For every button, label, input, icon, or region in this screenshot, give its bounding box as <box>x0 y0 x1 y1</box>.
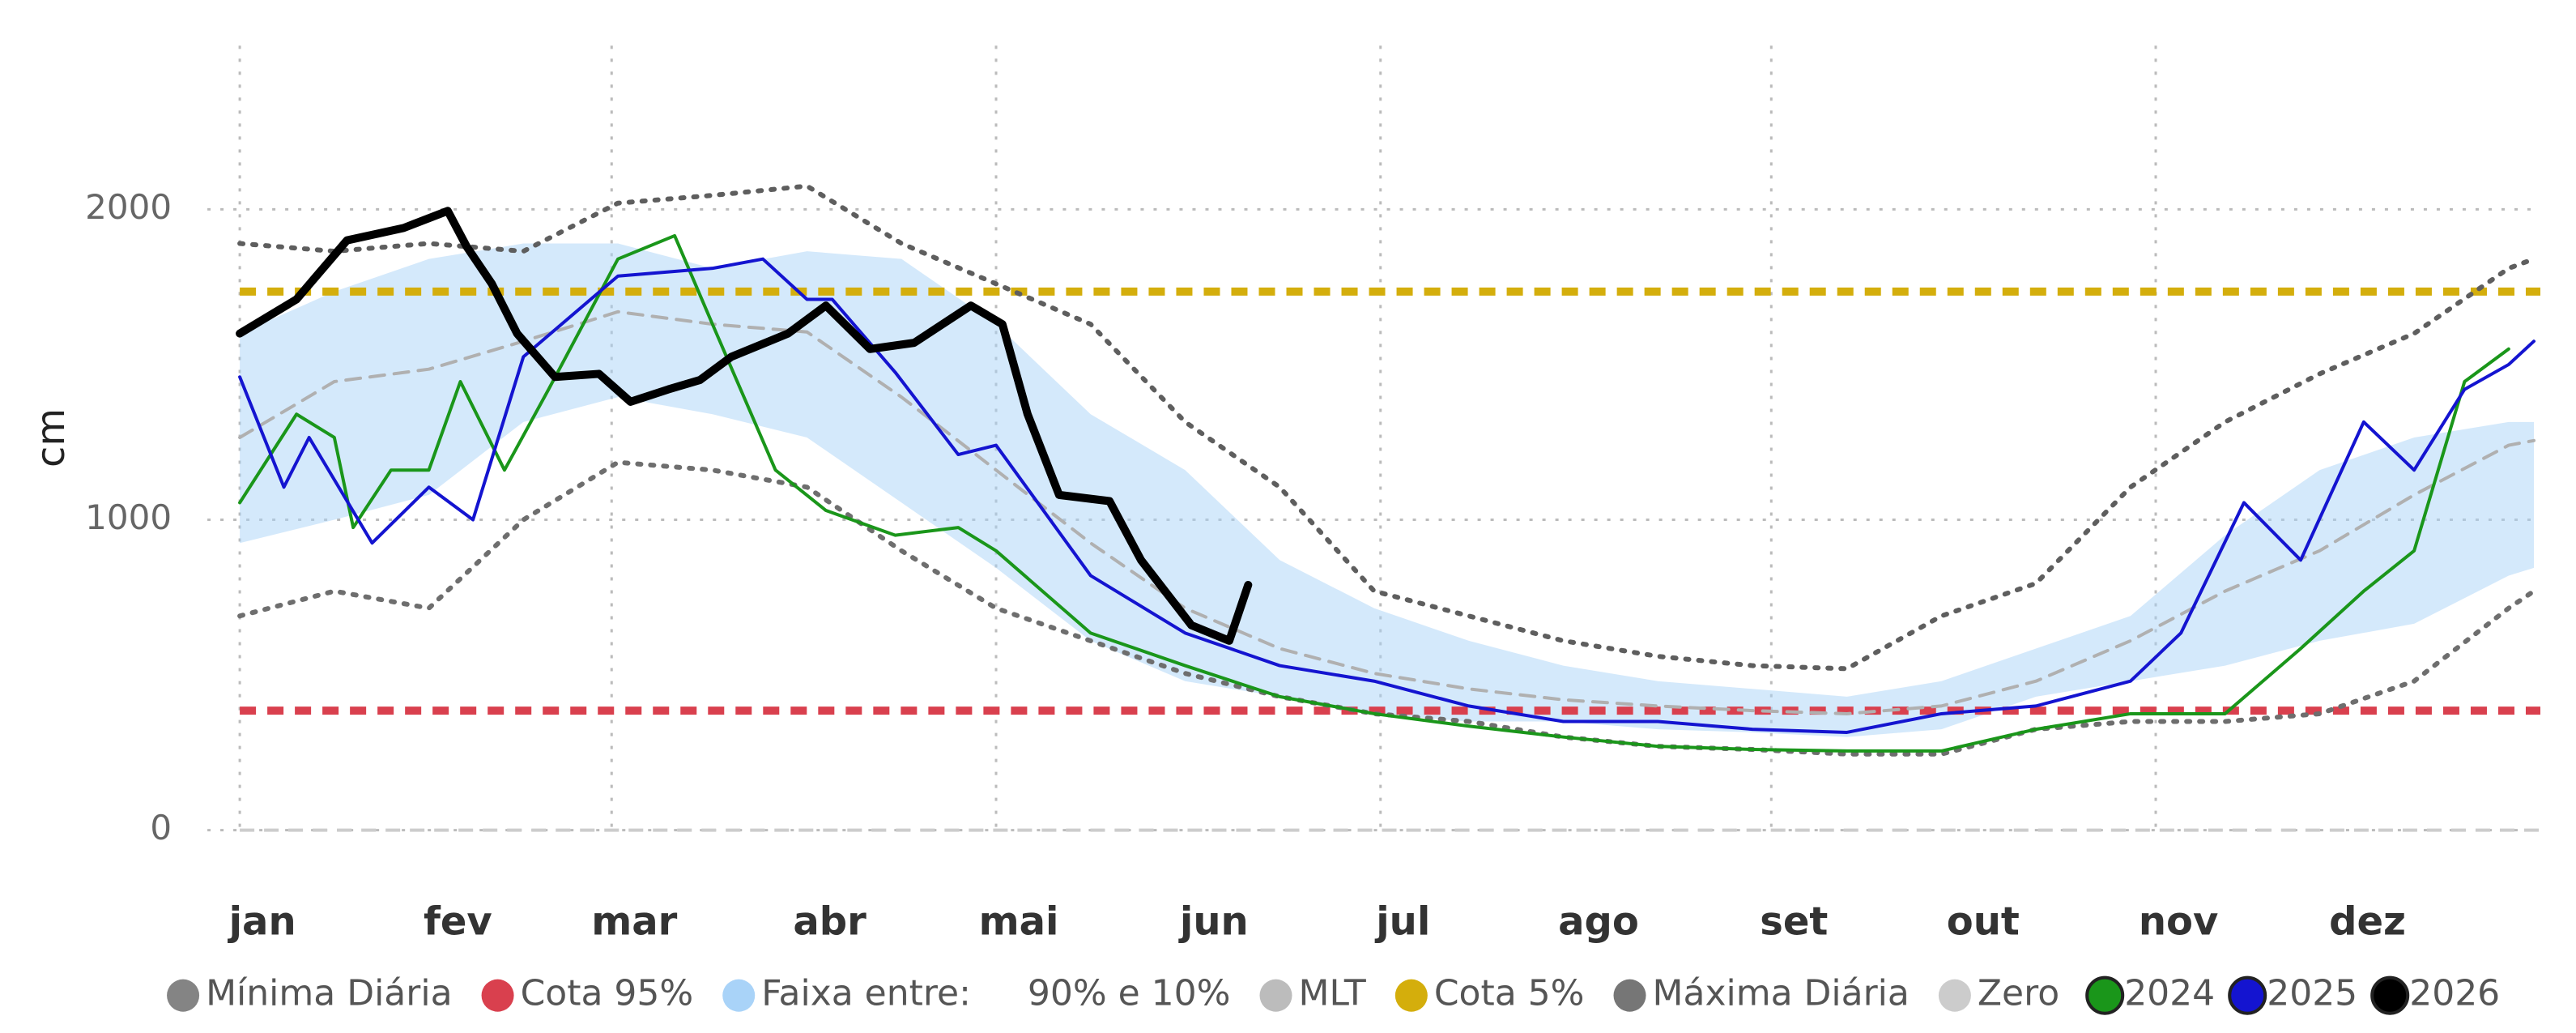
legend-marker <box>1394 979 1428 1012</box>
series-line <box>238 257 2536 734</box>
legend-text: MLT <box>1299 973 1366 1014</box>
y-axis-label: cm <box>28 408 74 467</box>
legend-marker <box>2228 975 2267 1015</box>
x-tick-label: ago <box>1558 899 1639 945</box>
x-tick-label: jun <box>1178 899 1249 945</box>
y-tick-label: 0 <box>150 808 172 847</box>
x-tick-label: set <box>1760 899 1828 945</box>
x-tick-label: fev <box>424 899 492 945</box>
legend-marker <box>2085 975 2125 1015</box>
legend-text: 2026 <box>2409 973 2500 1014</box>
legend-marker <box>1259 979 1292 1012</box>
series-line <box>237 183 2536 672</box>
legend-text: Cota 95% <box>521 973 694 1014</box>
x-tick-label: out <box>1947 899 2020 945</box>
y-tick-label: 2000 <box>85 187 172 227</box>
legend-text: Máxima Diária <box>1653 973 1910 1014</box>
x-tick-label: abr <box>793 899 866 945</box>
legend-text: Mínima Diária <box>206 973 452 1014</box>
legend-marker <box>1613 979 1646 1012</box>
x-tick-label: jan <box>228 899 296 945</box>
band-area <box>240 243 2534 737</box>
x-tick-label: jul <box>1374 899 1430 945</box>
legend-text: Faixa entre: 90% e 10% <box>761 973 1230 1014</box>
legend-marker <box>722 979 756 1012</box>
legend-marker <box>481 979 514 1012</box>
legend-marker <box>167 979 200 1012</box>
y-tick-label: 1000 <box>85 497 172 537</box>
legend-text: 2025 <box>2267 973 2357 1014</box>
x-tick-label: mar <box>591 899 677 945</box>
legend-text: 2024 <box>2124 973 2215 1014</box>
series-line <box>238 309 2536 715</box>
legend-marker <box>1938 979 1971 1012</box>
x-tick-label: nov <box>2139 899 2218 945</box>
legend-marker <box>2370 975 2410 1015</box>
x-tick-label: dez <box>2329 899 2406 945</box>
legend-text: Zero <box>1978 973 2059 1014</box>
legend-text: Cota 5% <box>1434 973 1585 1014</box>
series-line <box>238 233 2510 753</box>
x-tick-label: mai <box>979 899 1059 945</box>
series-line <box>236 207 1253 645</box>
